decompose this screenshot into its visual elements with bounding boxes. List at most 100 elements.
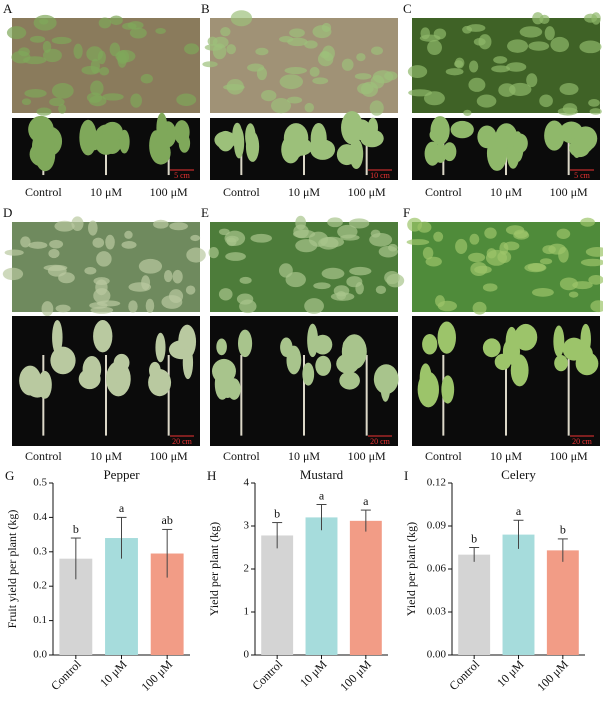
foliage (585, 247, 603, 257)
foliage (474, 265, 492, 274)
bar (546, 550, 579, 655)
foliage (349, 266, 372, 276)
y-tick-label: 0.1 (33, 614, 47, 626)
leaf (341, 110, 363, 145)
leaf (437, 321, 456, 354)
treatment-label: Control (25, 449, 62, 463)
foliage (503, 241, 520, 251)
foliage (469, 60, 479, 73)
foliage (544, 26, 555, 41)
foliage (427, 40, 442, 56)
treatment-label: 10 μM (288, 185, 320, 199)
foliage (239, 299, 257, 314)
treatment-label: 100 μM (550, 449, 588, 463)
foliage (312, 77, 329, 85)
panel-letter: A (3, 1, 13, 16)
foliage (287, 96, 303, 104)
foliage (226, 78, 244, 95)
significance-letter: a (119, 501, 125, 515)
foliage (370, 229, 381, 238)
panel-letter: F (403, 205, 410, 220)
foliage (497, 250, 512, 264)
leaf (339, 371, 360, 390)
leaf (336, 353, 360, 374)
leaf (237, 329, 253, 358)
leaf (380, 369, 391, 402)
foliage (202, 61, 218, 68)
leaf (233, 126, 245, 159)
leaf (313, 334, 333, 355)
foliage (293, 224, 309, 239)
y-tick-label: 1 (244, 606, 250, 618)
foliage (356, 53, 366, 62)
x-tick-label: 100 μM (138, 657, 175, 694)
foliage (99, 67, 110, 76)
foliage (42, 40, 52, 53)
foliage (341, 58, 354, 71)
treatment-label: Control (425, 449, 462, 463)
leaf (360, 129, 384, 148)
leaf (482, 338, 501, 358)
foliage (462, 25, 473, 34)
foliage (18, 47, 30, 57)
significance-letter: ab (162, 513, 173, 527)
leaf (554, 355, 568, 372)
leaf (26, 376, 49, 398)
foliage (370, 75, 385, 89)
foliage (2, 267, 24, 281)
foliage (369, 100, 384, 116)
foliage (226, 44, 237, 55)
leaf (422, 333, 438, 355)
foliage (81, 65, 101, 75)
panel-letter: G (5, 468, 14, 483)
foliage (406, 239, 430, 246)
treatment-label: 10 μM (90, 185, 122, 199)
foliage (289, 28, 305, 38)
foliage (90, 80, 104, 96)
foliage (580, 258, 603, 267)
treatment-label: 10 μM (490, 185, 522, 199)
foliage (130, 93, 142, 108)
foliage (482, 283, 498, 292)
foliage (304, 298, 324, 314)
leaf (82, 356, 102, 383)
foliage (378, 245, 398, 258)
foliage (255, 47, 269, 56)
foliage (226, 237, 237, 247)
y-tick-label: 0.09 (427, 520, 447, 532)
foliage (109, 15, 123, 26)
foliage (51, 36, 72, 45)
foliage (172, 269, 183, 284)
foliage (468, 252, 486, 263)
foliage (548, 243, 566, 255)
foliage (526, 73, 538, 88)
foliage (476, 94, 497, 108)
foliage (422, 246, 434, 260)
foliage (469, 233, 480, 245)
foliage (261, 90, 277, 102)
foliage (532, 12, 544, 25)
leaf (113, 353, 130, 372)
treatment-label: Control (25, 185, 62, 199)
foliage (117, 51, 127, 68)
leaf (574, 126, 598, 151)
treatment-label: 10 μM (90, 449, 122, 463)
foliage (4, 249, 24, 256)
leaf (477, 125, 497, 149)
leaf (502, 338, 521, 365)
foliage (519, 26, 543, 38)
foliage (386, 273, 405, 288)
foliage (588, 99, 600, 107)
foliage (270, 98, 292, 114)
treatment-label: 10 μM (490, 449, 522, 463)
treatment-label: 100 μM (150, 449, 188, 463)
leaf (553, 325, 565, 358)
x-tick-label: 10 μM (297, 657, 330, 690)
foliage (176, 93, 197, 106)
leaf (513, 133, 528, 153)
foliage (6, 26, 27, 40)
foliage (84, 267, 97, 275)
foliage (348, 218, 370, 229)
foliage (287, 37, 308, 47)
